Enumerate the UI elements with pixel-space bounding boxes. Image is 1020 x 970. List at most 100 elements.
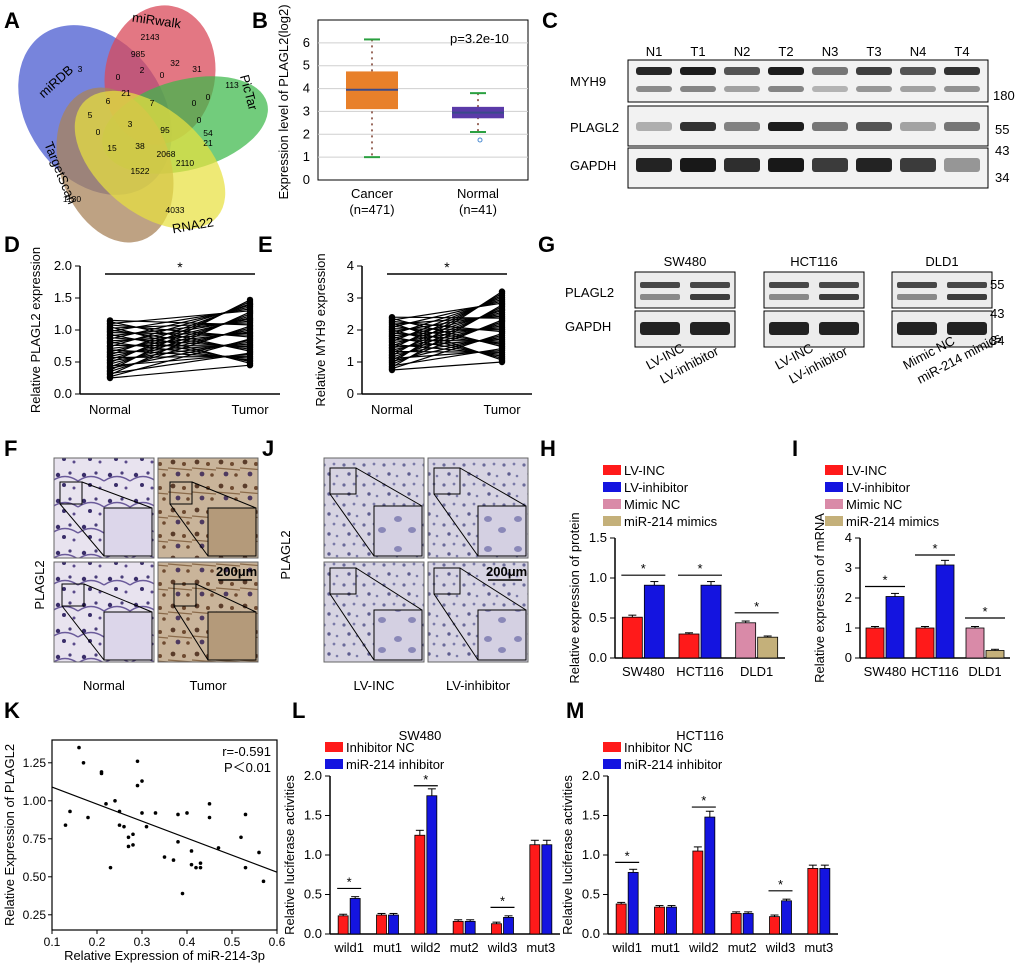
pair-line bbox=[391, 291, 503, 364]
bar-chart-h: 0.0 0.5 1.0 1.5 Relative expression of prote… bbox=[567, 463, 785, 684]
legend-label: LV-INC bbox=[624, 463, 665, 478]
y-axis-label: Relative luciferase activities bbox=[282, 775, 297, 935]
scatter-point bbox=[207, 815, 212, 820]
band-plagl2 bbox=[690, 282, 730, 288]
scatter-point bbox=[140, 779, 144, 783]
band-myh9-lower bbox=[680, 86, 716, 92]
panel-letter-B: B bbox=[252, 8, 268, 33]
blot-g-row-label: PLAGL2 bbox=[565, 285, 614, 300]
point-tumor bbox=[498, 330, 506, 337]
scatter-point bbox=[243, 812, 248, 817]
pair-line bbox=[391, 304, 503, 368]
legend-label: Inhibitor NC bbox=[624, 740, 693, 755]
legend-label: Mimic NC bbox=[624, 497, 680, 512]
venn-count: 985 bbox=[131, 49, 145, 59]
band-plagl2 bbox=[944, 122, 980, 131]
x-label-n: (n=41) bbox=[459, 202, 497, 217]
band-myh9-lower bbox=[724, 86, 760, 92]
venn-count: 38 bbox=[135, 141, 145, 151]
x-tick-label: wild1 bbox=[611, 940, 642, 955]
venn-count: 7 bbox=[150, 98, 155, 108]
scatter-point bbox=[108, 865, 113, 870]
band-gapdh bbox=[944, 158, 980, 172]
bar bbox=[700, 584, 722, 659]
x-tick-label: 0.1 bbox=[44, 935, 61, 949]
plot-frame bbox=[51, 739, 278, 931]
sig-star: * bbox=[347, 874, 352, 889]
band-plagl2 bbox=[856, 122, 892, 131]
scatter-point bbox=[77, 745, 81, 750]
venn-count: 21 bbox=[121, 88, 131, 98]
y-axis-label: Relative expression of protein bbox=[567, 512, 582, 683]
blot-c-marker: 34 bbox=[995, 170, 1009, 185]
point-tumor bbox=[246, 322, 254, 330]
y-tick-label: 1 bbox=[303, 149, 310, 164]
y-tick-label: 2 bbox=[303, 126, 310, 141]
band-gapdh bbox=[636, 158, 672, 172]
panel-letter-A: A bbox=[4, 8, 20, 33]
scatter-point bbox=[135, 783, 140, 788]
panel-letter-H: H bbox=[540, 436, 556, 461]
regression-line bbox=[51, 786, 278, 873]
band-myh9-lower bbox=[900, 86, 936, 92]
x-label: Normal bbox=[89, 402, 131, 417]
venn-count: 32 bbox=[170, 58, 180, 68]
y-tick-label: 1.0 bbox=[304, 847, 322, 862]
band-myh9-lower bbox=[812, 86, 848, 92]
blot-g-cell-label: SW480 bbox=[664, 254, 707, 269]
bar bbox=[692, 850, 704, 935]
band-plagl2-lower bbox=[819, 294, 859, 300]
band-plagl2 bbox=[947, 282, 987, 288]
bar-chart-m: 0.0 0.5 1.0 1.5 2.0 Relative luciferase activ… bbox=[560, 728, 838, 955]
x-label-group: Normal bbox=[457, 186, 499, 201]
sig-star: * bbox=[754, 599, 759, 614]
legend-label: LV-inhibitor bbox=[846, 480, 911, 495]
bar bbox=[337, 915, 349, 935]
x-tick-label: HCT116 bbox=[676, 664, 723, 679]
ihc-j-col-inhibitor: LV-inhibitor bbox=[446, 678, 511, 693]
blot-c-row-label: MYH9 bbox=[570, 74, 606, 89]
blot-c-marker: 55 bbox=[995, 122, 1009, 137]
band-gapdh bbox=[768, 158, 804, 172]
y-tick-label: 1.5 bbox=[589, 530, 607, 545]
ihc-f-col-tumor: Tumor bbox=[189, 678, 227, 693]
x-tick-label: mut1 bbox=[373, 940, 402, 955]
y-tick-label: 0.25 bbox=[23, 908, 47, 922]
y-tick-label: 0.5 bbox=[304, 887, 322, 902]
band-gapdh bbox=[819, 322, 859, 335]
band-plagl2-lower bbox=[640, 294, 680, 300]
bar bbox=[807, 868, 819, 935]
venn-count: 4033 bbox=[166, 205, 185, 215]
y-tick-label: 0.0 bbox=[54, 386, 72, 401]
x-label: Tumor bbox=[483, 402, 521, 417]
point-tumor bbox=[498, 301, 506, 309]
lane-label: T1 bbox=[690, 44, 705, 59]
scatter-point bbox=[126, 835, 131, 840]
y-tick-label: 1.25 bbox=[23, 756, 47, 770]
boxplot-frame bbox=[317, 19, 529, 181]
bar bbox=[915, 627, 935, 659]
scatter-point bbox=[131, 843, 135, 847]
venn-count: 2068 bbox=[157, 149, 176, 159]
panel-letter-I: I bbox=[792, 436, 798, 461]
point-tumor bbox=[498, 316, 506, 324]
panel-letter-L: L bbox=[292, 698, 305, 723]
band-plagl2 bbox=[897, 282, 937, 288]
scatter-point bbox=[189, 862, 194, 867]
legend-label: Inhibitor NC bbox=[346, 740, 415, 755]
band-plagl2-lower bbox=[690, 294, 730, 300]
y-axis-label: Relative Expression of PLAGL2 bbox=[2, 744, 17, 926]
x-tick-label: wild3 bbox=[487, 940, 518, 955]
y-tick-label: 0 bbox=[845, 650, 852, 665]
scatter-point bbox=[207, 802, 212, 806]
scatter-point bbox=[162, 855, 167, 859]
ihc-f-col-normal: Normal bbox=[83, 678, 125, 693]
scatter-point bbox=[185, 811, 189, 815]
scatter-point bbox=[122, 824, 126, 829]
band-myh9 bbox=[768, 67, 804, 75]
band-plagl2 bbox=[680, 122, 716, 131]
x-tick-label: mut2 bbox=[450, 940, 479, 955]
legend-swatch bbox=[825, 516, 843, 526]
point-tumor bbox=[246, 349, 254, 357]
